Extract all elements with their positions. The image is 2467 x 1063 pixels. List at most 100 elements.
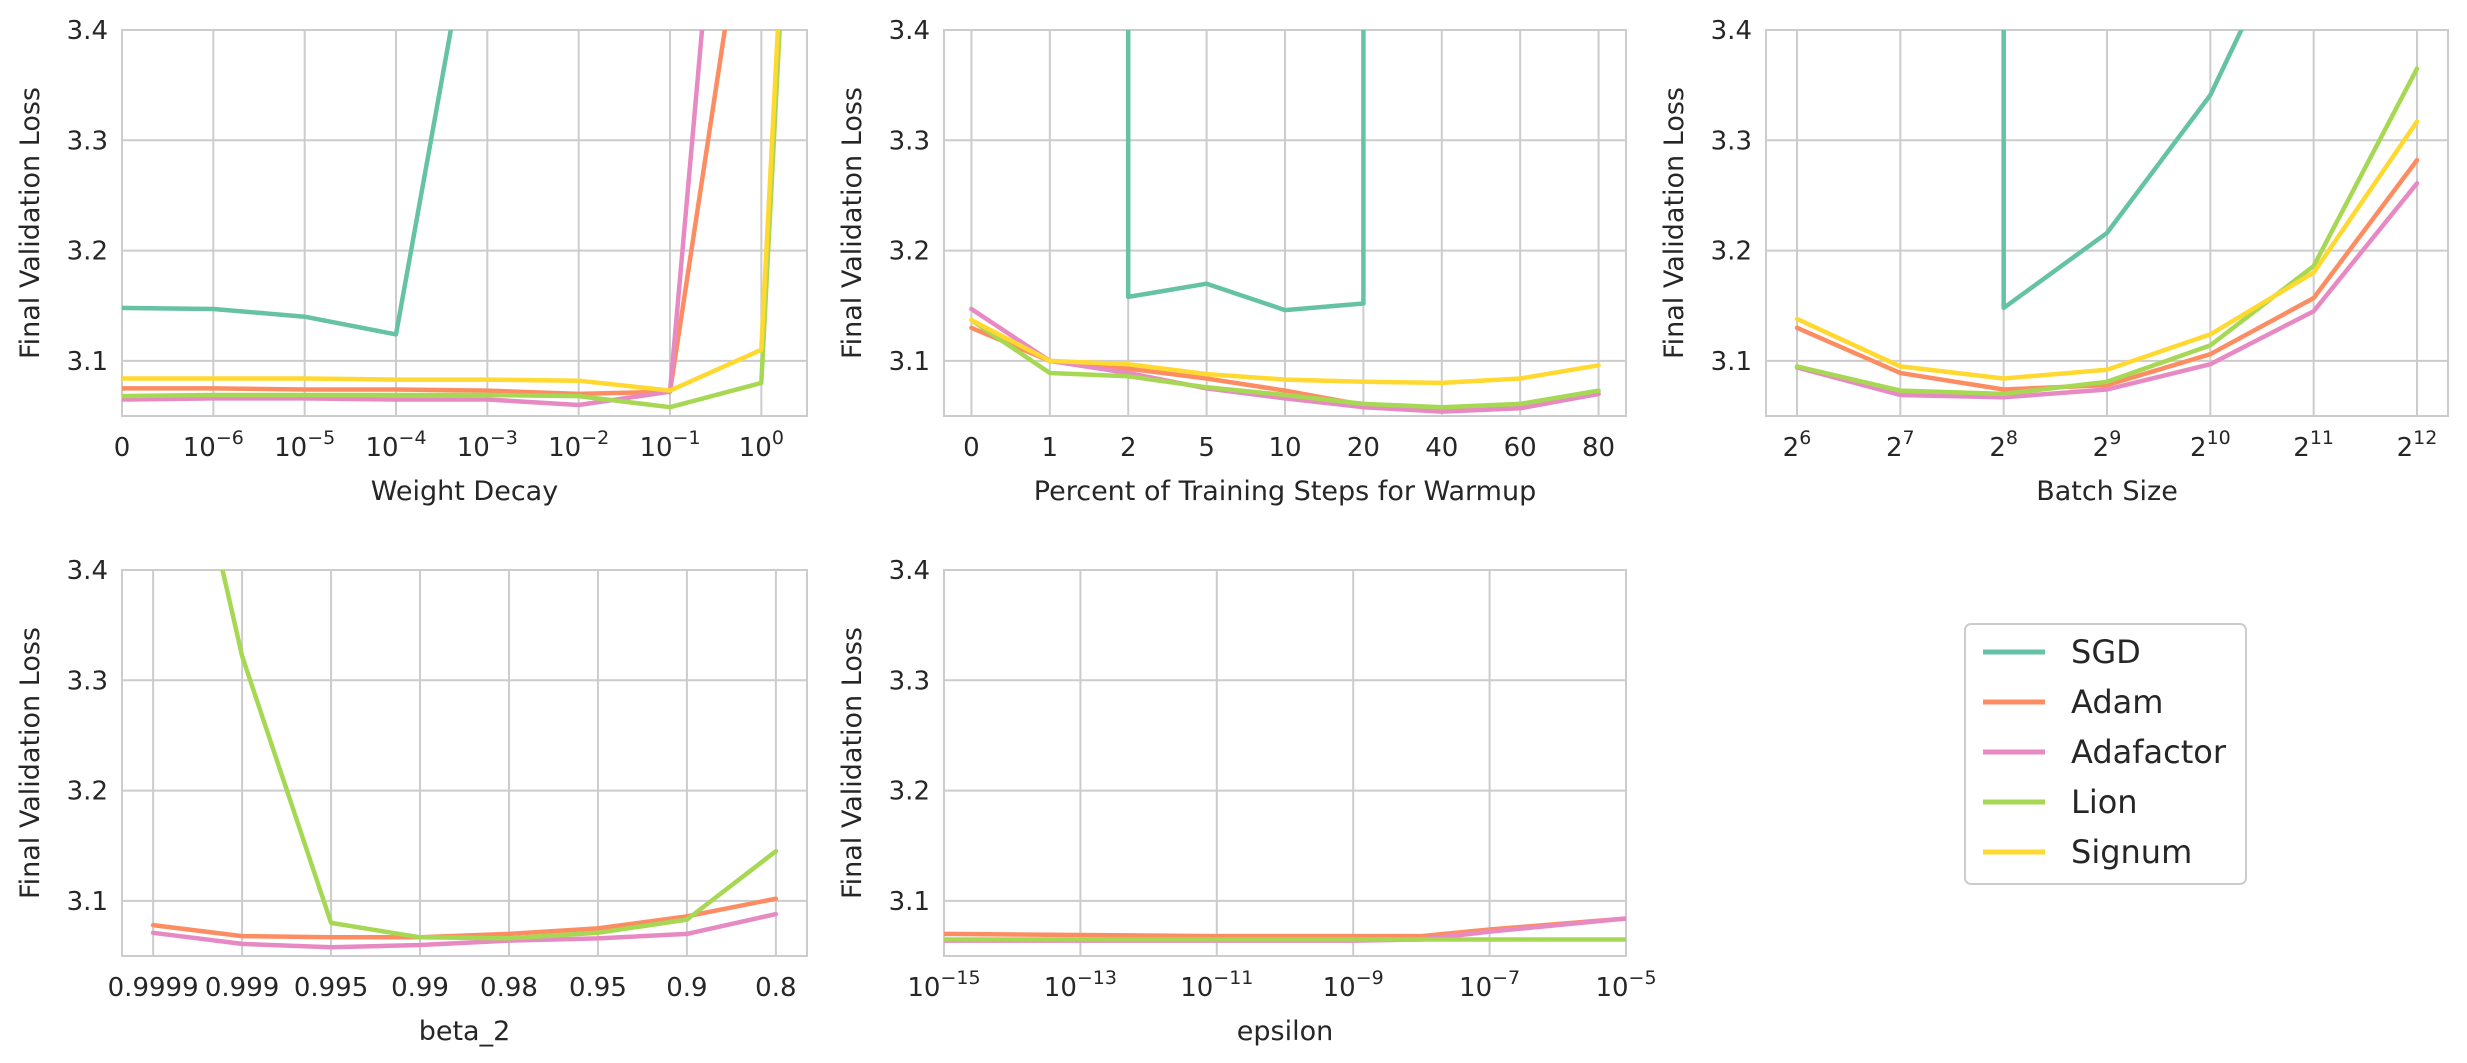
y-axis-label: Final Validation Loss [1659,87,1690,359]
legend: SGD Adam Adafactor Lion Signum [1964,623,2247,885]
x-tick-label: 40 [1425,433,1458,463]
x-tick-label: 26 [1783,427,1812,463]
y-tick-label: 3.4 [67,556,108,586]
x-tick-label: 10−11 [1180,967,1253,1003]
y-axis-label: Final Validation Loss [837,87,868,359]
x-tick-label: 0 [114,433,131,463]
x-tick-label: 211 [2293,427,2334,463]
x-tick-label: 0.9 [666,973,707,1003]
x-tick-label: 10−5 [274,427,335,463]
x-tick-label: 29 [2093,427,2122,463]
x-tick-label: 0.98 [480,973,538,1003]
series-line-lion [1794,66,2420,397]
panel-batch-size: 26 27 28 29 210 211 212 3.1 3.2 3.3 3.4 Batch Size F… [1659,16,2449,507]
y-tick-label: 3.1 [889,887,930,917]
y-tick-label: 3.1 [1711,347,1752,377]
legend-label: Lion [2071,783,2138,821]
x-tick-label: 0.9999 [108,973,199,1003]
series-line-sgd [1125,30,1366,313]
x-tick-label: 0.8 [755,973,796,1003]
x-tick-label: 10−2 [548,427,609,463]
y-tick-label: 3.1 [889,347,930,377]
x-tick-label: 1 [1042,433,1059,463]
y-axis-label: Final Validation Loss [837,627,868,899]
x-tick-label: 10−13 [1044,967,1117,1003]
series-line-signum [969,317,1601,386]
y-tick-label: 3.1 [67,887,108,917]
y-tick-label: 3.4 [1711,16,1752,46]
y-tick-label: 3.1 [67,347,108,377]
legend-entry-sgd: SGD [1983,633,2141,671]
panel-beta2: 0.9999 0.999 0.995 0.99 0.98 0.95 0.9 0.8 3.1 3.2… [15,556,808,1047]
y-tick-label: 3.3 [67,126,108,156]
y-tick-label: 3.2 [889,777,930,807]
x-tick-label: 10−1 [639,427,700,463]
x-tick-label: 80 [1582,433,1615,463]
legend-label: Adam [2071,683,2163,721]
series-line-signum [1794,119,2420,381]
x-axis-label: epsilon [1237,1016,1333,1047]
y-tick-label: 3.4 [889,556,930,586]
x-tick-label: 10 [1268,433,1301,463]
series-line-adam [1794,157,2420,392]
series-line-sgd [122,30,454,337]
y-tick-label: 3.4 [889,16,930,46]
legend-label: Adafactor [2071,733,2227,771]
legend-label: Signum [2071,833,2192,871]
x-tick-label: 10−4 [365,427,426,463]
legend-entry-lion: Lion [1983,783,2138,821]
legend-frame [1964,623,2247,885]
x-tick-label: 28 [1989,427,2018,463]
x-tick-label: 0 [963,433,980,463]
x-axis-label: Weight Decay [371,476,558,507]
x-tick-label: 10−9 [1323,967,1384,1003]
y-tick-label: 3.2 [67,237,108,267]
y-tick-label: 3.2 [1711,237,1752,267]
series-line-lion [122,30,782,410]
y-tick-label: 3.3 [889,666,930,696]
plot-frame [943,569,1627,957]
plot-frame [943,29,1627,417]
x-tick-label: 10−6 [183,427,244,463]
x-tick-label: 5 [1198,433,1215,463]
x-tick-label: 10−15 [907,967,980,1003]
plot-frame [121,29,808,417]
x-tick-label: 100 [739,427,784,463]
series-line-signum [122,30,781,393]
y-tick-label: 3.2 [67,777,108,807]
x-tick-label: 60 [1504,433,1537,463]
series-line-adafactor [1794,181,2420,400]
y-tick-label: 3.3 [889,126,930,156]
x-tick-label: 10−7 [1459,967,1520,1003]
legend-label: SGD [2071,633,2141,671]
x-tick-label: 0.999 [205,973,279,1003]
legend-entry-signum: Signum [1983,833,2192,871]
y-tick-label: 3.3 [67,666,108,696]
panel-weight-decay: 0 10−6 10−5 10−4 10−3 10−2 10−1 100 3.1 3.2 3.3 3.4… [15,16,808,507]
plot-frame [121,569,808,957]
series-line-adafactor [150,911,779,950]
x-tick-label: 212 [2397,427,2438,463]
plot-frame [1765,29,2449,417]
series-line-lion [220,570,779,941]
y-tick-label: 3.3 [1711,126,1752,156]
x-tick-label: 0.995 [294,973,368,1003]
y-axis-label: Final Validation Loss [15,627,46,899]
x-tick-label: 2 [1120,433,1137,463]
series-line-lion [969,317,1601,410]
x-tick-label: 20 [1347,433,1380,463]
x-tick-label: 27 [1886,427,1915,463]
series-line-sgd [2001,30,2244,311]
legend-entry-adafactor: Adafactor [1983,733,2227,771]
x-axis-label: beta_2 [419,1016,511,1047]
y-axis-label: Final Validation Loss [15,87,46,359]
legend-entry-adam: Adam [1983,683,2163,721]
x-tick-label: 10−3 [457,427,518,463]
series-line-adafactor [969,306,1601,414]
x-tick-label: 0.99 [391,973,449,1003]
x-axis-label: Batch Size [2036,476,2178,507]
x-axis-label: Percent of Training Steps for Warmup [1034,476,1536,507]
series-line-adafactor [122,30,705,408]
y-tick-label: 3.4 [67,16,108,46]
